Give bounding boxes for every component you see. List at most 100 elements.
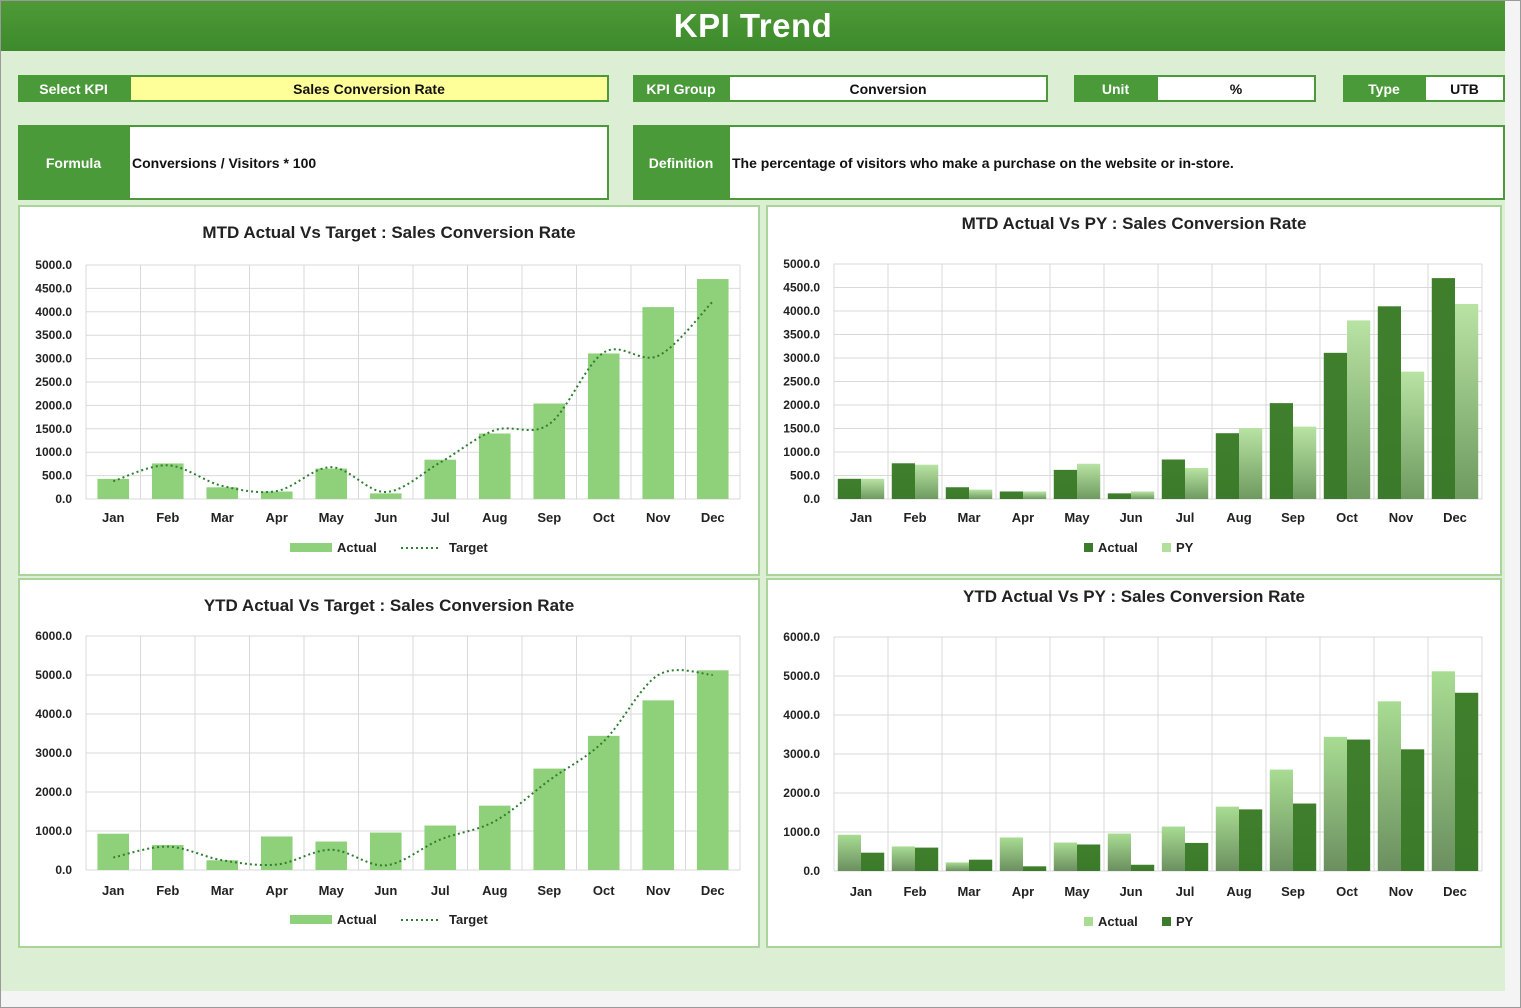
x-tick-label: Jul [431,510,450,525]
x-tick-label: Apr [266,883,288,898]
legend-label-actual: Actual [1098,540,1138,555]
bar-py-mar [969,859,993,871]
bar-actual-oct [1323,736,1347,871]
bar-actual-apr [260,491,293,499]
bar-py-feb [915,464,939,499]
bar-py-sep [1293,426,1317,499]
x-tick-label: Sep [537,883,561,898]
y-tick-label: 3000.0 [35,746,72,760]
x-tick-label: Feb [903,510,926,525]
x-tick-label: Dec [701,510,725,525]
x-tick-label: Jun [1119,510,1142,525]
select-kpi-dropdown[interactable]: Sales Conversion Rate [129,75,609,102]
y-tick-label: 5000.0 [783,257,820,271]
bar-actual-mar [206,487,239,499]
chart-legend: Actual PY [1084,540,1194,555]
bar-actual-jul [424,459,457,499]
chart-panel-ytd-actual-vs-py[interactable]: YTD Actual Vs PY : Sales Conversion Rate… [766,578,1502,948]
bar-py-dec [1455,692,1479,871]
x-tick-label: Aug [482,510,507,525]
x-tick-label: May [1064,510,1090,525]
x-tick-label: Nov [646,510,671,525]
unit-label: Unit [1074,75,1157,102]
bar-py-apr [1023,866,1047,871]
legend-label-actual: Actual [337,540,377,555]
bar-actual-may [315,841,348,870]
bar-py-dec [1455,303,1479,499]
x-tick-label: Dec [701,883,725,898]
y-tick-label: 0.0 [55,492,72,506]
chart-legend: Actual Target [290,912,488,927]
x-tick-label: Oct [593,510,615,525]
y-tick-label: 3500.0 [783,328,820,342]
chart-svg: MTD Actual Vs Target : Sales Conversion … [35,223,741,555]
bar-py-jul [1185,467,1209,499]
y-tick-label: 2500.0 [783,375,820,389]
formula-value: Conversions / Visitors * 100 [128,125,609,200]
x-tick-label: Aug [1226,884,1251,899]
bar-actual-dec [696,279,729,499]
kpi-group-value: Conversion [728,75,1048,102]
x-tick-label: Feb [903,884,926,899]
bar-py-feb [915,847,939,871]
x-tick-label: Oct [593,883,615,898]
y-tick-label: 0.0 [55,863,72,877]
bar-actual-may [1053,842,1077,871]
bar-actual-oct [587,735,620,870]
legend-swatch-actual [1084,917,1093,926]
bar-actual-nov [1377,701,1401,871]
y-tick-label: 0.0 [803,492,820,506]
x-tick-label: Jun [374,510,397,525]
kpi-group-label: KPI Group [633,75,729,102]
y-tick-label: 500.0 [790,469,820,483]
bar-actual-jul [1161,826,1185,871]
legend-label-py: PY [1176,540,1194,555]
x-tick-label: Mar [211,883,234,898]
bar-actual-jul [424,825,457,870]
x-tick-label: Mar [211,510,234,525]
chart-title: YTD Actual Vs Target : Sales Conversion … [204,596,574,615]
bar-actual-dec [1431,671,1455,871]
bar-actual-may [1053,469,1077,499]
bar-actual-aug [1215,433,1239,499]
x-tick-label: Dec [1443,510,1467,525]
chart-panel-mtd-actual-vs-target[interactable]: MTD Actual Vs Target : Sales Conversion … [18,205,760,576]
type-value: UTB [1424,75,1505,102]
x-tick-label: May [319,510,345,525]
select-kpi-label: Select KPI [18,75,129,102]
y-tick-label: 1000.0 [35,445,72,459]
bar-actual-sep [1269,403,1293,499]
chart-panel-mtd-actual-vs-py[interactable]: MTD Actual Vs PY : Sales Conversion Rate… [766,205,1502,576]
bar-py-jun [1131,864,1155,871]
y-tick-label: 4500.0 [35,281,72,295]
legend-swatch-py [1162,917,1171,926]
x-tick-label: Oct [1336,884,1358,899]
bar-actual-sep [1269,769,1293,871]
chart-legend: Actual PY [1084,914,1194,929]
legend-label-actual: Actual [337,912,377,927]
x-tick-label: Apr [266,510,288,525]
x-tick-label: Dec [1443,884,1467,899]
x-tick-label: Nov [1389,884,1414,899]
line-target [112,300,714,494]
y-tick-label: 1000.0 [783,825,820,839]
y-tick-label: 5000.0 [35,258,72,272]
sheet-margin-bottom [1,991,1505,1007]
x-tick-label: Jan [102,510,124,525]
y-tick-label: 2000.0 [35,398,72,412]
sheet-margin-right [1505,1,1520,1007]
bar-actual-may [315,468,348,499]
y-tick-label: 4000.0 [35,707,72,721]
chart-svg: YTD Actual Vs Target : Sales Conversion … [35,596,741,927]
bar-py-oct [1347,739,1371,871]
bar-py-apr [1023,491,1047,499]
y-tick-label: 2000.0 [783,786,820,800]
chart-panel-ytd-actual-vs-target[interactable]: YTD Actual Vs Target : Sales Conversion … [18,578,760,948]
chart-legend: Actual Target [290,540,488,555]
bar-py-aug [1239,428,1263,499]
legend-swatch-actual [290,915,332,924]
chart-title: YTD Actual Vs PY : Sales Conversion Rate [963,587,1305,606]
y-tick-label: 5000.0 [35,668,72,682]
bar-actual-nov [642,700,675,870]
bar-actual-nov [1377,306,1401,499]
